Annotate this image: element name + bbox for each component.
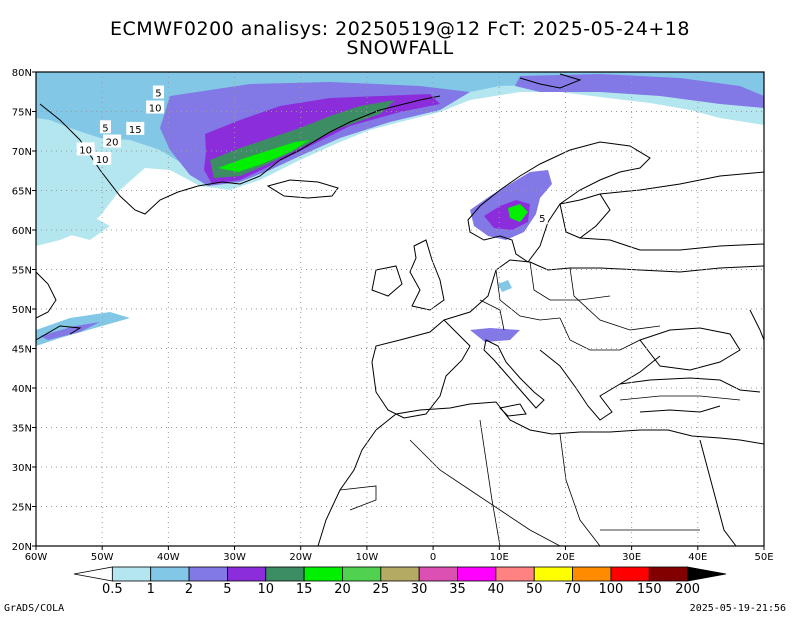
lon-tick-label: 20W: [289, 552, 312, 563]
colorbar-label: 100: [599, 582, 624, 597]
lat-tick-label: 75N: [12, 108, 32, 119]
colorbar-label: 20: [334, 582, 351, 597]
colorbar-swatch: [111, 566, 152, 582]
lat-tick-label: 45N: [12, 345, 32, 356]
lon-tick-label: 60W: [25, 552, 48, 563]
colorbar: 0.5 1 2 5 10 15 20 25 30 35 40 50 70 100 150 200: [73, 566, 727, 597]
lon-tick-label: 0: [430, 552, 436, 563]
contour-label: 10: [149, 104, 162, 115]
colorbar-label: 5: [223, 582, 231, 597]
colorbar-swatch: [533, 566, 573, 582]
lat-tick-label: 80N: [12, 68, 32, 79]
colorbar-label: 70: [564, 582, 581, 597]
colorbar-swatch: [150, 566, 190, 582]
lon-tick-label: 10E: [490, 552, 509, 563]
title-line-1: ECMWF0200 analisys: 20250519@12 FcT: 202…: [110, 18, 690, 40]
lon-tick-label: 20E: [556, 552, 575, 563]
colorbar-swatch: [572, 566, 612, 582]
lon-tick-label: 50W: [91, 552, 114, 563]
lat-tick-label: 30N: [12, 463, 32, 474]
contour-label-bg: [152, 85, 164, 99]
title-line-2: SNOWFALL: [346, 37, 454, 59]
axis-labels: 60W 50W 40W 30W 20W 10W 0 10E 20E 30E 40E 50E 20N 25N…: [12, 68, 774, 563]
colorbar-label: 0.5: [102, 582, 123, 597]
colorbar-swatch: [73, 566, 113, 582]
lat-tick-label: 25N: [12, 503, 32, 514]
coastlines: [36, 73, 764, 546]
colorbar-label: 150: [637, 582, 662, 597]
colorbar-label: 1: [147, 582, 155, 597]
colorbar-swatch: [495, 566, 535, 582]
colorbar-label: 30: [411, 582, 428, 597]
contour-label-bg: [99, 120, 111, 134]
lon-tick-label: 30W: [223, 552, 246, 563]
contour-label: 5: [155, 89, 161, 100]
colorbar-swatch: [303, 566, 343, 582]
colorbar-label: 15: [296, 582, 313, 597]
colorbar-swatch: [227, 566, 267, 582]
lon-tick-label: 50E: [754, 552, 773, 563]
contour-label-bg: [126, 121, 145, 135]
colorbar-swatch: [188, 566, 228, 582]
colorbar-swatch: [687, 566, 727, 582]
contour-labels: 5 10 5 15 20 10 10 5: [76, 85, 548, 225]
colorbar-swatch: [380, 566, 420, 582]
colorbar-swatch: [342, 566, 382, 582]
contour-label-bg: [536, 211, 548, 225]
lat-tick-label: 20N: [12, 542, 32, 553]
lon-tick-label: 40E: [688, 552, 707, 563]
lat-tick-label: 60N: [12, 226, 32, 237]
colorbar-label: 35: [449, 582, 466, 597]
colorbar-label: 2: [185, 582, 193, 597]
contour-label: 20: [106, 138, 119, 149]
colorbar-swatch: [457, 566, 497, 582]
credit-text: GrADS/COLA: [4, 603, 65, 614]
lat-tick-label: 35N: [12, 424, 32, 435]
graticule: [36, 72, 764, 546]
contour-label: 5: [102, 123, 108, 134]
lat-tick-label: 55N: [12, 266, 32, 277]
colorbar-swatch: [418, 566, 458, 582]
lat-tick-label: 70N: [12, 147, 32, 158]
contour-label: 5: [539, 214, 545, 225]
timestamp-text: 2025-05-19-21:56: [689, 603, 786, 614]
colorbar-label: 200: [675, 582, 700, 597]
contour-label: 10: [96, 155, 109, 166]
colorbar-label: 25: [373, 582, 390, 597]
colorbar-swatch: [265, 566, 305, 582]
lat-tick-label: 40N: [12, 384, 32, 395]
colorbar-swatch: [610, 566, 650, 582]
contour-label: 10: [79, 145, 92, 156]
colorbar-swatch: [648, 566, 689, 582]
lon-tick-label: 10W: [356, 552, 379, 563]
colorbar-label: 10: [257, 582, 274, 597]
country-borders: [339, 261, 741, 546]
contour-label-bg: [93, 151, 112, 165]
lat-tick-label: 65N: [12, 187, 32, 198]
lon-tick-label: 30E: [622, 552, 641, 563]
colorbar-label: 50: [526, 582, 543, 597]
contour-label: 15: [129, 125, 142, 136]
lon-tick-label: 40W: [157, 552, 180, 563]
lat-tick-label: 50N: [12, 305, 32, 316]
contour-label-bg: [103, 134, 122, 148]
colorbar-label: 40: [488, 582, 505, 597]
contour-label-bg: [146, 100, 165, 114]
snowfall-shading: [36, 72, 764, 346]
contour-label-bg: [76, 142, 95, 156]
